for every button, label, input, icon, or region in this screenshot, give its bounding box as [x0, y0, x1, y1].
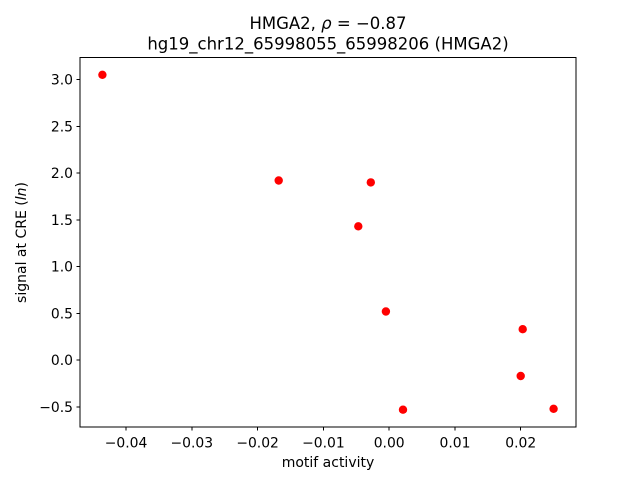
x-tick-label: −0.04 [105, 436, 148, 452]
x-axis-label: motif activity [282, 455, 375, 471]
data-point [354, 222, 363, 231]
plot-area [79, 57, 577, 428]
y-tick-label: 2.0 [51, 166, 73, 182]
data-point [398, 405, 408, 414]
y-tick-label: 3.0 [51, 72, 73, 88]
x-tick-label: 0.01 [439, 436, 470, 452]
y-tick-label: 2.5 [51, 119, 73, 135]
chart-title-prefix: HMGA2, [249, 14, 321, 33]
y-axis-label-ln: ln [14, 188, 30, 201]
data-point [366, 178, 375, 187]
x-axis: −0.04 −0.03 −0.02 −0.01 0.00 0.01 0.02 [105, 427, 536, 452]
data-point [98, 70, 107, 80]
data-point [381, 307, 391, 316]
data-points [98, 70, 558, 414]
y-tick-label: 1.5 [51, 213, 73, 229]
y-axis-label-prefix: signal at CRE ( [14, 200, 30, 303]
y-axis-label: signal at CRE (ln) [14, 182, 30, 303]
y-tick-label: −0.5 [39, 400, 73, 416]
y-tick-label: 0.5 [51, 306, 73, 322]
y-axis-label-suffix: ) [14, 182, 30, 187]
chart-subtitle: hg19_chr12_65998055_65998206 (HMGA2) [147, 35, 508, 55]
chart-title: HMGA2, ρ = −0.87 [249, 14, 406, 33]
x-tick-label: −0.03 [171, 436, 214, 452]
x-tick-label: −0.02 [236, 436, 279, 452]
data-point [274, 176, 283, 185]
chart-title-value: = −0.87 [332, 14, 407, 33]
x-tick-label: 0.02 [505, 436, 536, 452]
y-tick-label: 1.0 [51, 260, 73, 276]
data-point [516, 371, 525, 381]
data-point [518, 325, 527, 334]
data-point [549, 404, 558, 413]
x-tick-label: 0.00 [374, 436, 405, 452]
y-tick-label: 0.0 [51, 353, 73, 369]
rho-symbol: ρ [321, 14, 332, 33]
x-tick-label: −0.01 [302, 436, 345, 452]
y-axis: −0.5 0.0 0.5 1.0 1.5 2.0 2.5 3.0 [39, 72, 80, 416]
